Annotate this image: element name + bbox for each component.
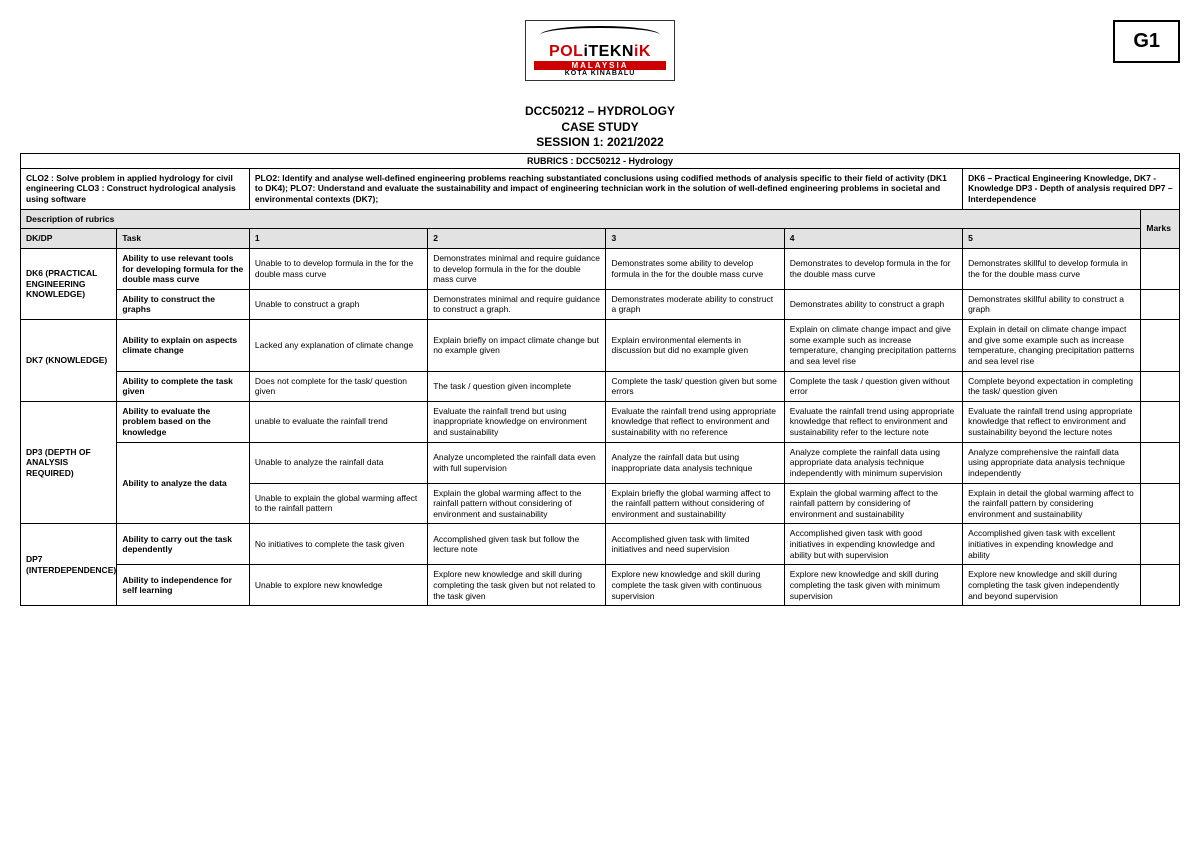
table-row: CLO2 : Solve problem in applied hydrolog… — [21, 168, 1180, 209]
level-cell: Accomplished given task with limited ini… — [606, 524, 784, 565]
table-row: Ability to analyze the dataUnable to ana… — [21, 442, 1180, 483]
level-cell: Explain on climate change impact and giv… — [784, 320, 962, 372]
level-cell: The task / question given incomplete — [428, 371, 606, 401]
marks-cell — [1141, 320, 1180, 372]
task-cell: Ability to complete the task given — [117, 371, 250, 401]
level-cell: Accomplished given task with excellent i… — [963, 524, 1141, 565]
level-cell: Accomplished given task with good initia… — [784, 524, 962, 565]
level-cell: Explore new knowledge and skill during c… — [606, 565, 784, 606]
marks-cell — [1141, 524, 1180, 565]
col-5: 5 — [963, 229, 1141, 249]
marks-cell — [1141, 248, 1180, 289]
level-cell: Analyze uncompleted the rainfall data ev… — [428, 442, 606, 483]
table-row: DK6 (PRACTICAL ENGINEERING KNOWLEDGE)Abi… — [21, 248, 1180, 289]
col-4: 4 — [784, 229, 962, 249]
rubrics-table: CLO2 : Solve problem in applied hydrolog… — [20, 168, 1180, 606]
level-cell: Demonstrates moderate ability to constru… — [606, 289, 784, 319]
col-2: 2 — [428, 229, 606, 249]
level-cell: Demonstrates minimal and require guidanc… — [428, 248, 606, 289]
level-cell: unable to evaluate the rainfall trend — [249, 401, 427, 442]
level-cell: Lacked any explanation of climate change — [249, 320, 427, 372]
level-cell: Explain briefly the global warming affec… — [606, 483, 784, 524]
level-cell: Explore new knowledge and skill during c… — [784, 565, 962, 606]
level-cell: Demonstrates some ability to develop for… — [606, 248, 784, 289]
dk-cell: DK6 – Practical Engineering Knowledge, D… — [963, 168, 1180, 209]
course-title: DCC50212 – HYDROLOGY — [20, 104, 1180, 120]
level-cell: No initiatives to complete the task give… — [249, 524, 427, 565]
level-cell: Demonstrates ability to construct a grap… — [784, 289, 962, 319]
marks-cell — [1141, 565, 1180, 606]
level-cell: Analyze the rainfall data but using inap… — [606, 442, 784, 483]
level-cell: Evaluate the rainfall trend using approp… — [963, 401, 1141, 442]
level-cell: Unable to explain the global warming aff… — [249, 483, 427, 524]
group-badge: G1 — [1113, 20, 1180, 63]
task-cell: Ability to evaluate the problem based on… — [117, 401, 250, 442]
level-cell: Analyze comprehensive the rainfall data … — [963, 442, 1141, 483]
col-3: 3 — [606, 229, 784, 249]
table-row: DP3 (DEPTH OF ANALYSIS REQUIRED)Ability … — [21, 401, 1180, 442]
marks-cell — [1141, 289, 1180, 319]
task-cell: Ability to analyze the data — [117, 442, 250, 524]
clo-cell: CLO2 : Solve problem in applied hydrolog… — [21, 168, 250, 209]
level-cell: Complete beyond expectation in completin… — [963, 371, 1141, 401]
level-cell: Unable to analyze the rainfall data — [249, 442, 427, 483]
table-row: Ability to independence for self learnin… — [21, 565, 1180, 606]
level-cell: Explain the global warming affect to the… — [784, 483, 962, 524]
task-cell: Ability to explain on aspects climate ch… — [117, 320, 250, 372]
desc-header: Description of rubrics — [21, 209, 1141, 229]
col-task: Task — [117, 229, 250, 249]
level-cell: Evaluate the rainfall trend but using in… — [428, 401, 606, 442]
level-cell: Explain the global warming affect to the… — [428, 483, 606, 524]
level-cell: Demonstrates skillful to develop formula… — [963, 248, 1141, 289]
marks-cell — [1141, 442, 1180, 483]
level-cell: Evaluate the rainfall trend using approp… — [606, 401, 784, 442]
task-cell: Ability to construct the graphs — [117, 289, 250, 319]
group-cell: DP3 (DEPTH OF ANALYSIS REQUIRED) — [21, 401, 117, 524]
table-row: Ability to complete the task givenDoes n… — [21, 371, 1180, 401]
plo-cell: PLO2: Identify and analyse well-defined … — [249, 168, 962, 209]
task-cell: Ability to use relevant tools for develo… — [117, 248, 250, 289]
col-dkdp: DK/DP — [21, 229, 117, 249]
level-cell: Explore new knowledge and skill during c… — [963, 565, 1141, 606]
level-cell: Analyze complete the rainfall data using… — [784, 442, 962, 483]
level-cell: Unable to construct a graph — [249, 289, 427, 319]
level-cell: Complete the task/ question given but so… — [606, 371, 784, 401]
table-row: Ability to construct the graphsUnable to… — [21, 289, 1180, 319]
col-1: 1 — [249, 229, 427, 249]
session-title: SESSION 1: 2021/2022 — [20, 135, 1180, 151]
task-cell: Ability to carry out the task dependentl… — [117, 524, 250, 565]
level-cell: Demonstrates skillful ability to constru… — [963, 289, 1141, 319]
group-cell: DK6 (PRACTICAL ENGINEERING KNOWLEDGE) — [21, 248, 117, 319]
group-cell: DP7 (INTERDEPENDENCE) — [21, 524, 117, 606]
marks-cell — [1141, 371, 1180, 401]
table-row: Description of rubrics Marks — [21, 209, 1180, 229]
rubrics-label: RUBRICS : DCC50212 - Hydrology — [20, 153, 1180, 168]
level-cell: Complete the task / question given witho… — [784, 371, 962, 401]
level-cell: Explain environmental elements in discus… — [606, 320, 784, 372]
level-cell: Explore new knowledge and skill during c… — [428, 565, 606, 606]
level-cell: Evaluate the rainfall trend using approp… — [784, 401, 962, 442]
table-row: DP7 (INTERDEPENDENCE)Ability to carry ou… — [21, 524, 1180, 565]
doc-title: CASE STUDY — [20, 120, 1180, 136]
marks-header: Marks — [1141, 209, 1180, 248]
group-cell: DK7 (KNOWLEDGE) — [21, 320, 117, 402]
level-cell: Accomplished given task but follow the l… — [428, 524, 606, 565]
institution-logo: POLiTEKNiK MALAYSIA KOTA KINABALU — [525, 20, 675, 81]
task-cell: Ability to independence for self learnin… — [117, 565, 250, 606]
level-cell: Explain in detail on climate change impa… — [963, 320, 1141, 372]
marks-cell — [1141, 401, 1180, 442]
level-cell: Explain briefly on impact climate change… — [428, 320, 606, 372]
level-cell: Does not complete for the task/ question… — [249, 371, 427, 401]
level-cell: Unable to to develop formula in the for … — [249, 248, 427, 289]
table-row: DK/DP Task 1 2 3 4 5 — [21, 229, 1180, 249]
level-cell: Explain in detail the global warming aff… — [963, 483, 1141, 524]
marks-cell — [1141, 483, 1180, 524]
level-cell: Unable to explore new knowledge — [249, 565, 427, 606]
level-cell: Demonstrates to develop formula in the f… — [784, 248, 962, 289]
level-cell: Demonstrates minimal and require guidanc… — [428, 289, 606, 319]
table-row: DK7 (KNOWLEDGE)Ability to explain on asp… — [21, 320, 1180, 372]
